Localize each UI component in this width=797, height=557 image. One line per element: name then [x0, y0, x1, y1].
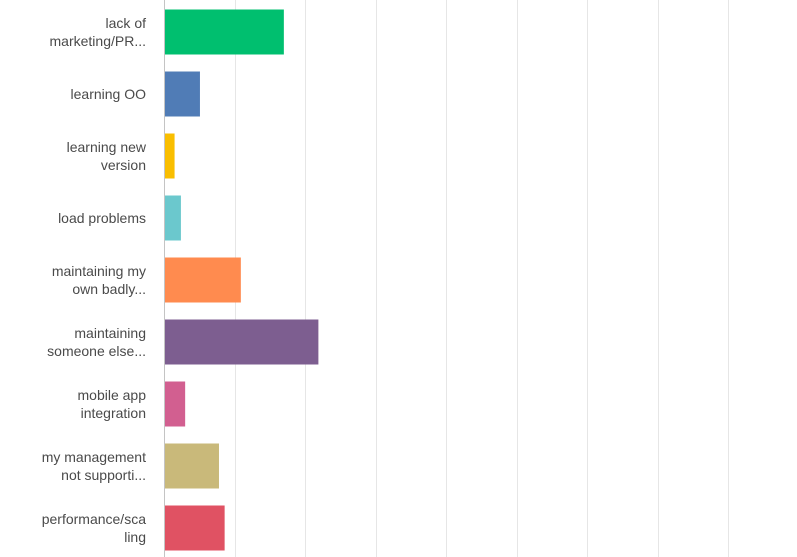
bar[interactable]	[165, 505, 225, 551]
category-label: learning OO	[71, 86, 147, 102]
category-label: lack of marketing/PR...	[50, 15, 147, 49]
bar[interactable]	[165, 443, 219, 489]
bar[interactable]	[165, 319, 319, 365]
category-label: mobile app integration	[78, 387, 147, 421]
bar[interactable]	[165, 133, 175, 179]
category-label: maintaining someone else...	[47, 325, 146, 359]
category-label: my management not supporti...	[42, 449, 146, 483]
bar[interactable]	[165, 71, 200, 117]
bar[interactable]	[165, 381, 186, 427]
category-label: performance/sca ling	[42, 511, 146, 545]
bar[interactable]	[165, 195, 181, 241]
category-labels: lack of marketing/PR... learning OO learnin…	[42, 15, 147, 545]
category-label: maintaining my own badly...	[52, 263, 146, 297]
bars	[165, 9, 319, 551]
category-label: load problems	[58, 210, 146, 226]
bar[interactable]	[165, 9, 284, 55]
gridlines	[164, 0, 729, 557]
bar[interactable]	[165, 257, 241, 303]
category-label: learning new version	[67, 139, 147, 173]
